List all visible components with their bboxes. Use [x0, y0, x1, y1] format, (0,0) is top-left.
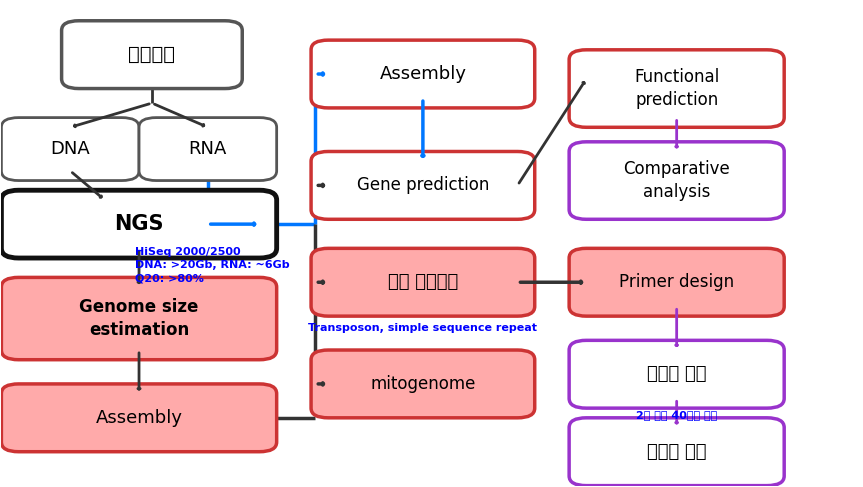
Text: Comparative
analysis: Comparative analysis — [623, 160, 730, 201]
FancyBboxPatch shape — [569, 50, 784, 127]
FancyBboxPatch shape — [311, 248, 535, 316]
Text: RNA: RNA — [189, 140, 227, 158]
FancyBboxPatch shape — [311, 350, 535, 418]
Text: 주요 반복서열: 주요 반복서열 — [387, 273, 458, 291]
Text: mitogenome: mitogenome — [370, 375, 476, 393]
Text: Assembly: Assembly — [96, 409, 182, 427]
FancyBboxPatch shape — [139, 117, 277, 181]
Text: 다형성 확인: 다형성 확인 — [647, 365, 707, 383]
Text: NGS: NGS — [114, 214, 164, 234]
FancyBboxPatch shape — [2, 117, 139, 181]
Text: Gene prediction: Gene prediction — [356, 176, 489, 194]
FancyBboxPatch shape — [311, 151, 535, 219]
Text: Assembly: Assembly — [380, 65, 466, 83]
Text: DNA: DNA — [50, 140, 90, 158]
FancyBboxPatch shape — [569, 248, 784, 316]
FancyBboxPatch shape — [2, 384, 277, 452]
Text: 개체군 적용: 개체군 적용 — [647, 443, 707, 461]
Text: 2개 집단 40개체 이상: 2개 집단 40개체 이상 — [636, 411, 717, 420]
Text: HiSeq 2000/2500
DNA: >20Gb, RNA: ~6Gb
Q20: >80%: HiSeq 2000/2500 DNA: >20Gb, RNA: ~6Gb Q2… — [135, 247, 289, 283]
FancyBboxPatch shape — [61, 21, 243, 89]
FancyBboxPatch shape — [569, 340, 784, 408]
Text: Transposon, simple sequence repeat: Transposon, simple sequence repeat — [308, 323, 538, 333]
FancyBboxPatch shape — [569, 142, 784, 219]
FancyBboxPatch shape — [311, 40, 535, 108]
Text: Primer design: Primer design — [619, 273, 734, 291]
FancyBboxPatch shape — [2, 278, 277, 360]
FancyBboxPatch shape — [2, 190, 277, 258]
FancyBboxPatch shape — [569, 418, 784, 486]
Text: Functional
prediction: Functional prediction — [634, 69, 719, 109]
Text: 시료확보: 시료확보 — [129, 45, 175, 64]
Text: Genome size
estimation: Genome size estimation — [79, 299, 198, 338]
